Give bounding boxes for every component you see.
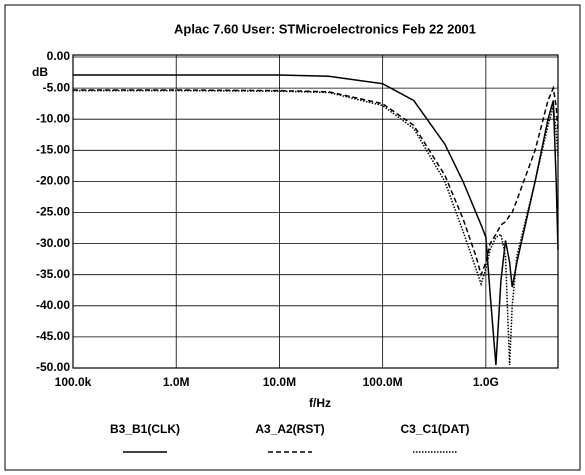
x-tick-label: 10.0M: [263, 375, 296, 389]
y-tick-label: -15.00: [36, 142, 70, 156]
x-tick-label: 1.0M: [163, 375, 190, 389]
line-series: [73, 89, 559, 365]
y-tick-label: -10.00: [36, 111, 70, 125]
x-tick-label: 100.0k: [55, 375, 92, 389]
y-tick-label: -45.00: [36, 329, 70, 343]
legend-label: C3_C1(DAT): [400, 422, 469, 436]
y-tick-label: -40.00: [36, 298, 70, 312]
line-series: [73, 85, 559, 278]
y-tick-label: -30.00: [36, 236, 70, 250]
frame: [4, 4, 581, 471]
y-tick-label: -35.00: [36, 267, 70, 281]
line-series: [73, 74, 559, 365]
y-tick-label: -50.00: [36, 360, 70, 374]
y-tick-label: -25.00: [36, 205, 70, 219]
y-unit-label: dB: [32, 65, 48, 79]
legend-label: B3_B1(CLK): [110, 422, 180, 436]
y-tick-label: -5.00: [43, 80, 71, 94]
legend-label: A3_A2(RST): [255, 422, 324, 436]
x-tick-label: 1.0G: [473, 375, 499, 389]
y-tick-label: 0.00: [47, 49, 71, 63]
chart-title: Aplac 7.60 User: STMicroelectronics Feb …: [174, 21, 476, 36]
x-axis-label: f/Hz: [309, 396, 331, 410]
y-tick-label: -20.00: [36, 174, 70, 188]
plot-area: [72, 54, 559, 369]
x-tick-label: 100.0M: [363, 375, 403, 389]
